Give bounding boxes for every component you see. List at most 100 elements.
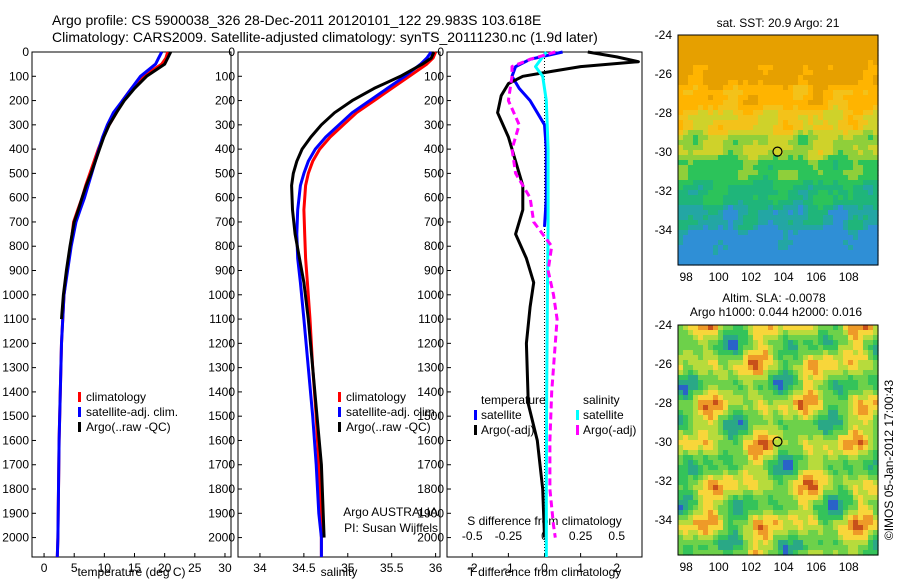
heatmap-cell (728, 425, 734, 431)
heatmap-cell (748, 390, 754, 396)
heatmap-cell (748, 345, 754, 351)
heatmap-cell (758, 135, 764, 141)
heatmap-cell (738, 160, 744, 166)
heatmap-cell (718, 365, 724, 371)
heatmap-cell (693, 175, 699, 181)
heatmap-cell (768, 100, 774, 106)
heatmap-cell (748, 70, 754, 76)
heatmap-cell (848, 220, 854, 226)
heatmap-cell (823, 165, 829, 171)
map-x-tick-label: 102 (741, 560, 761, 574)
heatmap-cell (788, 485, 794, 491)
heatmap-cell (768, 155, 774, 161)
y-tick-label: 1300 (2, 361, 29, 375)
heatmap-cell (748, 440, 754, 446)
heatmap-cell (698, 340, 704, 346)
heatmap-cell (758, 120, 764, 126)
heatmap-cell (683, 205, 689, 211)
heatmap-cell (703, 430, 709, 436)
heatmap-cell (793, 255, 799, 261)
heatmap-cell (748, 520, 754, 526)
heatmap-cell (773, 540, 779, 546)
y-tick-label: 1100 (418, 312, 444, 326)
heatmap-cell (743, 95, 749, 101)
heatmap-cell (763, 400, 769, 406)
x-tick-label: 0 (41, 561, 48, 575)
heatmap-cell (708, 470, 714, 476)
heatmap-cell (733, 450, 739, 456)
heatmap-cell (768, 210, 774, 216)
heatmap-cell (713, 200, 719, 206)
heatmap-cell (678, 335, 684, 341)
heatmap-cell (743, 215, 749, 221)
heatmap-cell (693, 110, 699, 116)
heatmap-cell (818, 500, 824, 506)
heatmap-cell (738, 40, 744, 46)
heatmap-cell (758, 545, 764, 551)
heatmap-cell (778, 375, 784, 381)
heatmap-cell (693, 190, 699, 196)
heatmap-cell (728, 35, 734, 41)
heatmap-cell (698, 130, 704, 136)
heatmap-cell (743, 110, 749, 116)
heatmap-cell (843, 360, 849, 366)
heatmap-cell (678, 200, 684, 206)
heatmap-cell (758, 345, 764, 351)
heatmap-cell (773, 105, 779, 111)
heatmap-cell (768, 95, 774, 101)
heatmap-cell (778, 105, 784, 111)
heatmap-cell (773, 425, 779, 431)
heatmap-cell (783, 200, 789, 206)
heatmap-cell (678, 100, 684, 106)
heatmap-cell (768, 165, 774, 171)
heatmap-cell (678, 175, 684, 181)
heatmap-cell (748, 430, 754, 436)
heatmap-cell (728, 65, 734, 71)
map-x-tick-label: 98 (679, 560, 693, 574)
heatmap-cell (873, 145, 879, 151)
heatmap-cell (688, 65, 694, 71)
heatmap-cell (853, 220, 859, 226)
heatmap-cell (718, 485, 724, 491)
heatmap-cell (703, 190, 709, 196)
heatmap-cell (728, 110, 734, 116)
heatmap-cell (808, 475, 814, 481)
heatmap-cell (768, 490, 774, 496)
heatmap-cell (798, 90, 804, 96)
heatmap-cell (678, 190, 684, 196)
heatmap-cell (853, 60, 859, 66)
heatmap-cell (783, 90, 789, 96)
heatmap-cell (753, 215, 759, 221)
heatmap-cell (828, 325, 834, 331)
heatmap-cell (813, 180, 819, 186)
heatmap-cell (818, 385, 824, 391)
heatmap-cell (763, 95, 769, 101)
heatmap-cell (798, 130, 804, 136)
heatmap-cell (783, 70, 789, 76)
heatmap-cell (788, 155, 794, 161)
heatmap-cell (798, 330, 804, 336)
heatmap-cell (818, 380, 824, 386)
heatmap-cell (678, 120, 684, 126)
heatmap-cell (733, 355, 739, 361)
heatmap-cell (738, 245, 744, 251)
map-x-tick-label: 106 (806, 560, 826, 574)
heatmap-cell (678, 210, 684, 216)
heatmap-cell (798, 420, 804, 426)
heatmap-cell (683, 200, 689, 206)
heatmap-cell (788, 525, 794, 531)
heatmap-cell (788, 120, 794, 126)
heatmap-cell (843, 95, 849, 101)
heatmap-cell (713, 475, 719, 481)
heatmap-cell (698, 480, 704, 486)
heatmap-cell (683, 520, 689, 526)
heatmap-cell (763, 150, 769, 156)
heatmap-cell (718, 390, 724, 396)
heatmap-cell (788, 115, 794, 121)
heatmap-cell (683, 350, 689, 356)
heatmap-cell (793, 450, 799, 456)
heatmap-cell (788, 240, 794, 246)
heatmap-cell (853, 225, 859, 231)
heatmap-cell (713, 420, 719, 426)
heatmap-cell (718, 460, 724, 466)
